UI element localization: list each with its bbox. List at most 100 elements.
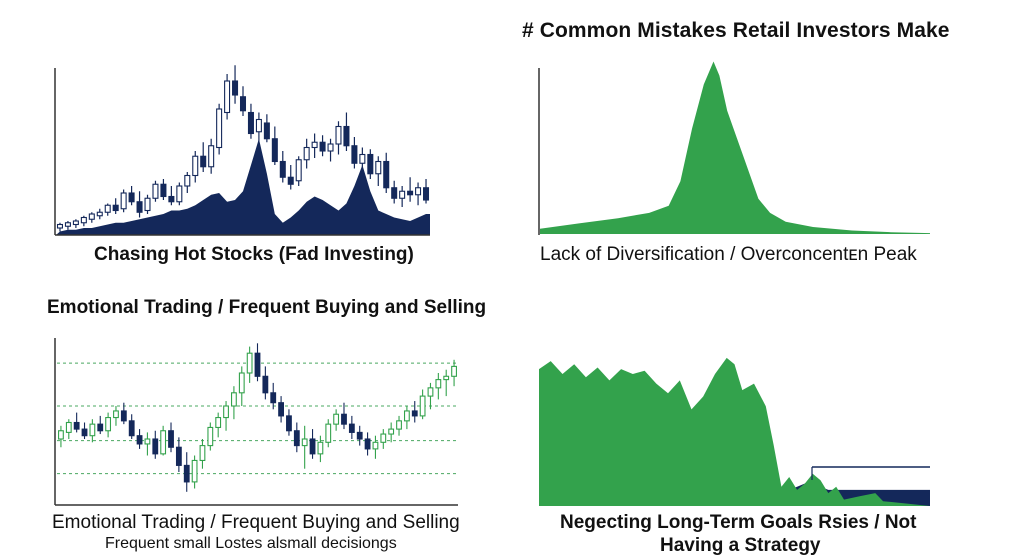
candle-body	[96, 211, 103, 217]
candle-body	[238, 372, 245, 394]
subcaption-emotional-trading: Frequent small Lostes alsmall decisiongs	[105, 535, 397, 552]
candle-body	[359, 153, 366, 164]
candle-body	[356, 431, 363, 440]
candle-body	[65, 421, 72, 433]
candle-body	[309, 438, 316, 455]
candle-body	[136, 435, 143, 445]
caption-emotional-trading: Emotional Trading / Frequent Buying and …	[52, 512, 460, 533]
candle-body	[335, 125, 342, 145]
candle-body	[383, 160, 390, 189]
candle-body	[311, 141, 318, 149]
candle-body	[341, 413, 347, 425]
candle-body	[128, 192, 135, 203]
candle-body	[325, 423, 332, 443]
candle-body	[160, 183, 167, 198]
candle-body	[451, 365, 457, 377]
candle-body	[263, 122, 270, 140]
candle-body	[128, 420, 135, 437]
volume-area	[56, 138, 430, 235]
candle-body	[239, 96, 247, 112]
candle-body	[443, 375, 450, 381]
candle-body	[317, 441, 324, 455]
candle-body	[411, 410, 418, 417]
candle-body	[104, 204, 111, 213]
candle-body	[72, 220, 79, 226]
caption-lack-of-diversification: Lack of Diversification / Overconcentᴇn …	[540, 244, 917, 265]
candle-body	[246, 352, 253, 374]
candle-body	[184, 174, 191, 187]
candle-body	[120, 410, 127, 422]
candle-body	[183, 464, 190, 483]
candle-body	[175, 446, 182, 466]
candle-body	[287, 176, 294, 185]
candle-body	[279, 160, 286, 178]
candle-body	[216, 108, 223, 149]
candle-body	[423, 187, 430, 201]
candle-body	[407, 190, 414, 196]
candle-body	[80, 216, 87, 224]
candle-body	[419, 395, 426, 417]
candle-body	[327, 143, 334, 152]
candle-body	[176, 185, 183, 203]
candle-body	[391, 187, 398, 199]
candle-body	[105, 416, 112, 432]
candle-body	[293, 430, 300, 447]
candle-body	[160, 430, 167, 455]
candle-body	[97, 423, 104, 432]
candle-body	[396, 420, 402, 430]
candle-body	[372, 441, 379, 450]
candle-body	[271, 138, 278, 163]
candle-body	[136, 201, 143, 213]
candle-body	[415, 187, 422, 196]
candle-body	[223, 405, 229, 419]
candle-body	[215, 416, 222, 428]
candle-body	[388, 428, 395, 435]
candle-body	[254, 352, 261, 377]
candle-body	[375, 160, 382, 175]
candle-body	[224, 80, 231, 114]
candle-body	[112, 204, 119, 212]
candle-body	[199, 445, 206, 462]
candle-body	[207, 426, 214, 447]
candle-body	[73, 421, 80, 430]
caption-neglecting-goals-line2: Having a Strategy	[660, 535, 821, 556]
candle-body	[88, 213, 95, 220]
candle-body	[56, 223, 63, 229]
candle-body	[232, 80, 239, 96]
candle-body	[192, 155, 199, 177]
candle-body	[168, 430, 174, 448]
candle-body	[191, 459, 198, 483]
candle-body	[427, 387, 434, 397]
candle-body	[113, 410, 119, 419]
candle-body	[270, 392, 277, 404]
candle-body	[435, 379, 442, 389]
candle-body	[247, 111, 254, 135]
candle-body	[348, 423, 355, 433]
candle-body	[399, 190, 406, 199]
candle-body	[231, 392, 237, 407]
candle-body	[278, 402, 284, 417]
caption-neglecting-goals-line1: Negecting Long-Term Goals Rsies / Not	[560, 512, 917, 533]
candle-body	[319, 141, 326, 152]
candle-body	[303, 146, 310, 161]
candle-body	[58, 430, 64, 440]
green-area	[539, 357, 930, 506]
candle-body	[200, 155, 207, 168]
candle-body	[152, 183, 159, 199]
candle-body	[380, 433, 387, 443]
candle-body	[343, 125, 350, 147]
distribution-area	[540, 61, 930, 234]
candle-body	[152, 438, 159, 455]
candle-body	[262, 375, 269, 394]
candle-body	[255, 118, 262, 133]
candle-body	[333, 413, 340, 425]
heading-emotional-trading: Emotional Trading / Frequent Buying and …	[47, 297, 487, 318]
candle-body	[208, 145, 215, 168]
candle-body	[367, 153, 374, 175]
caption-chasing-hot-stocks: Chasing Hot Stocks (Fad Investing)	[94, 244, 414, 265]
candle-body	[351, 145, 358, 164]
candle-body	[144, 438, 151, 445]
